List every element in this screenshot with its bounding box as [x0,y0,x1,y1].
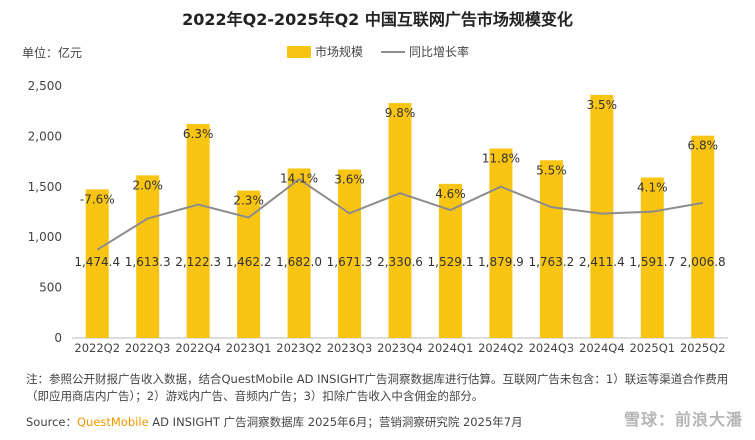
bar [590,94,614,338]
x-tick-label: 2023Q1 [226,341,272,355]
x-tick-label: 2024Q1 [428,341,474,355]
y-tick-label: 0 [54,331,62,345]
growth-rate-label: 5.5% [536,163,567,177]
x-tick-label: 2024Q3 [529,341,575,355]
y-tick-label: 2,000 [28,129,62,143]
bar-value-label: 2,411.4 [579,255,625,269]
bar-value-label: 1,529.1 [428,255,474,269]
x-tick-label: 2022Q3 [125,341,171,355]
y-tick-label: 2,500 [28,79,62,93]
bar [237,190,261,338]
x-tick-label: 2023Q3 [327,341,373,355]
legend: 市场规模 同比增长率 [287,43,469,60]
source-brand: QuestMobile [77,415,149,429]
bar [287,168,311,338]
bar-value-label: 2,122.3 [175,255,221,269]
x-tick-label: 2024Q4 [579,341,625,355]
legend-bar-swatch [287,45,311,58]
bar-value-label: 1,591.7 [629,255,675,269]
bar-value-label: 1,474.4 [74,255,120,269]
x-tick-label: 2023Q2 [276,341,322,355]
source-line: Source：QuestMobile AD INSIGHT 广告洞察数据库 20… [26,414,523,430]
x-tick-label: 2022Q4 [175,341,221,355]
x-tick-label: 2025Q2 [680,341,726,355]
bar [489,148,513,338]
growth-rate-label: 4.6% [435,187,466,201]
y-tick-label: 1,000 [28,230,62,244]
bar-value-label: 1,671.3 [327,255,373,269]
source-rest: AD INSIGHT 广告洞察数据库 2025年6月；营销洞察研究院 2025年… [148,415,523,429]
source-prefix: Source： [26,415,77,429]
y-tick-label: 500 [39,281,62,295]
growth-rate-label: 2.0% [132,178,163,192]
growth-rate-label: 6.3% [183,127,214,141]
bar-value-label: 1,613.3 [125,255,171,269]
bar-value-label: 1,879.9 [478,255,524,269]
bar [85,189,109,338]
bar-value-label: 1,462.2 [226,255,272,269]
growth-rate-label: 9.8% [385,106,416,120]
y-tick-label: 1,500 [28,180,62,194]
footnote: 注：参照公开财报广告收入数据，结合QuestMobile AD INSIGHT广… [26,372,729,403]
unit-label: 单位：亿元 [22,46,83,60]
growth-rate-label: 4.1% [637,181,668,195]
growth-rate-label: 3.6% [334,173,365,187]
bar-value-label: 1,763.2 [528,255,574,269]
growth-rate-label: 2.3% [233,194,264,208]
bar-value-label: 2,330.6 [377,255,423,269]
bar [338,169,362,338]
chart-title: 2022年Q2-2025年Q2 中国互联网广告市场规模变化 [182,10,573,29]
growth-rate-label: 6.8% [688,139,719,153]
legend-bar-label: 市场规模 [315,45,364,59]
growth-rate-label: 3.5% [587,98,618,112]
growth-rate-label: 14.1% [280,171,318,185]
bar-value-label: 1,682.0 [276,255,322,269]
x-tick-label: 2024Q2 [478,341,524,355]
bar [640,177,664,338]
x-tick-label: 2025Q1 [629,341,675,355]
x-tick-label: 2022Q2 [74,341,120,355]
x-tick-label: 2023Q4 [377,341,423,355]
bar [438,183,462,338]
legend-line-swatch [381,50,406,53]
bar [539,160,563,338]
bar [691,135,715,338]
growth-rate-label: -7.6% [80,192,115,206]
bar [388,103,412,338]
watermark: 雪球：前浪大潘 [623,410,743,429]
bar-value-label: 2,006.8 [680,255,726,269]
bar [186,124,210,338]
growth-rate-line [96,177,703,251]
growth-rate-label: 11.8% [482,152,520,166]
legend-line-label: 同比增长率 [409,45,470,59]
